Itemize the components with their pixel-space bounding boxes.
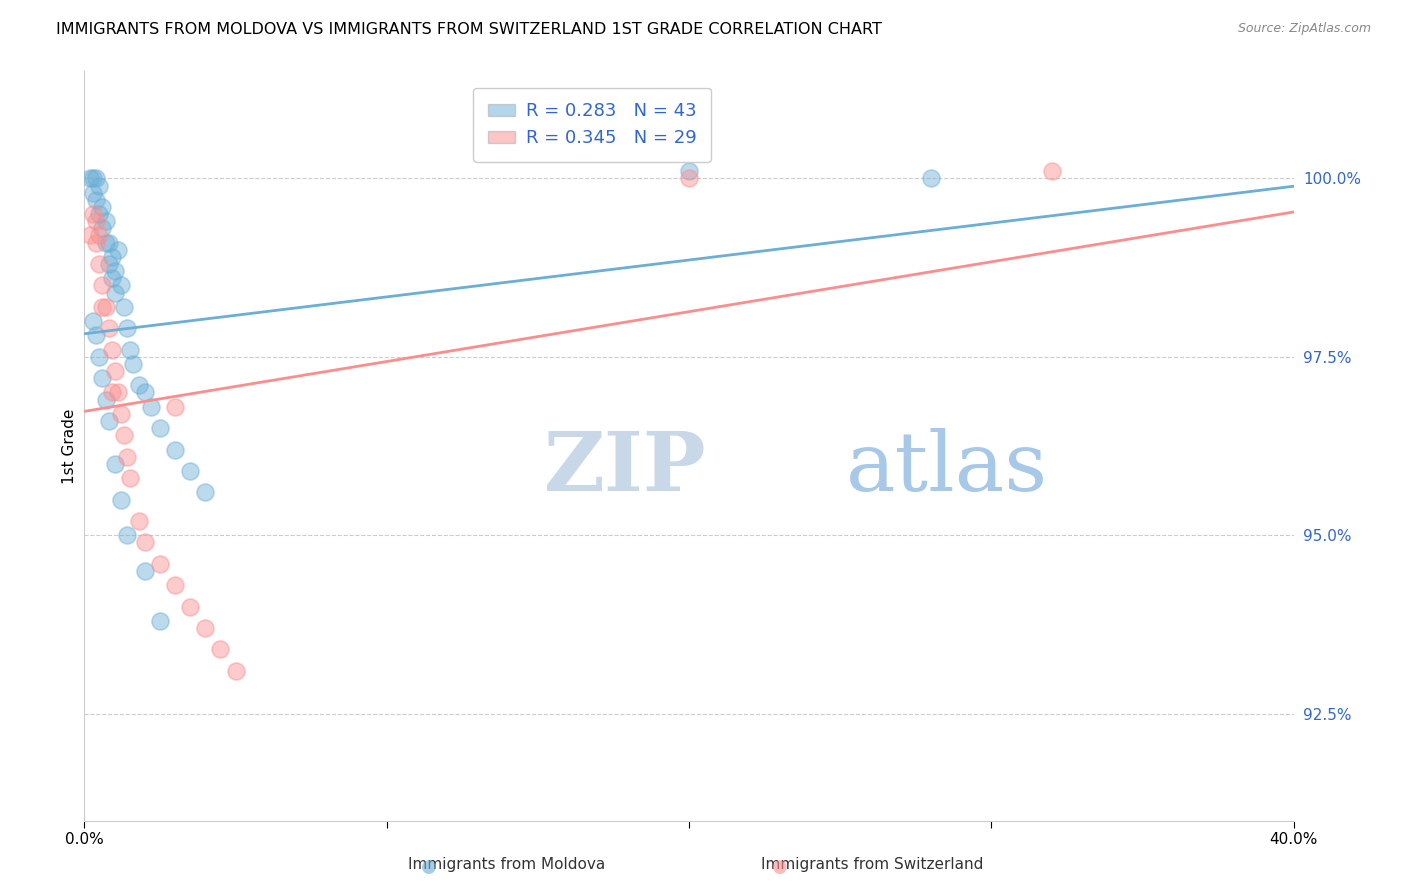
Point (209, 642, 232, 657)
Text: ZIP: ZIP (544, 428, 706, 508)
Point (110, 492, 132, 507)
Point (107, 385, 129, 400)
Point (112, 428, 135, 442)
Point (194, 621, 217, 635)
Point (134, 385, 156, 400)
Point (165, 578, 187, 592)
Point (86, 328, 108, 343)
Point (100, 343, 122, 357)
Point (91, 371, 114, 385)
Point (97, 321, 120, 335)
Point (1040, 164, 1063, 178)
Point (165, 442, 187, 457)
Point (91, 300, 114, 314)
Point (112, 300, 135, 314)
Point (134, 564, 156, 578)
Point (91, 200, 114, 214)
Point (89, 257, 111, 271)
Point (139, 400, 162, 414)
Point (920, 171, 942, 186)
Point (104, 364, 127, 378)
Point (128, 378, 150, 392)
Point (82, 207, 104, 221)
Point (100, 250, 122, 264)
Point (115, 450, 138, 464)
Point (118, 471, 141, 485)
Point (104, 285, 127, 300)
Point (128, 514, 150, 528)
Point (225, 664, 247, 678)
Point (678, 164, 700, 178)
Point (118, 343, 141, 357)
Point (100, 385, 122, 400)
Point (94, 214, 117, 228)
Text: Source: ZipAtlas.com: Source: ZipAtlas.com (1237, 22, 1371, 36)
Point (121, 357, 143, 371)
Point (104, 457, 127, 471)
Point (89, 350, 111, 364)
Point (79, 228, 101, 243)
Text: atlas: atlas (846, 428, 1049, 508)
Point (94, 392, 117, 407)
Point (115, 321, 138, 335)
Point (107, 243, 129, 257)
Point (97, 257, 120, 271)
Point (115, 528, 138, 542)
Point (89, 207, 111, 221)
Point (149, 421, 172, 435)
Point (149, 614, 172, 628)
Point (86, 171, 108, 186)
Point (165, 400, 187, 414)
Text: ●: ● (772, 858, 789, 876)
Point (86, 235, 108, 250)
Point (97, 235, 120, 250)
Point (194, 485, 217, 500)
Point (94, 300, 117, 314)
Point (179, 599, 201, 614)
Point (104, 264, 127, 278)
Point (82, 186, 104, 200)
Point (179, 464, 201, 478)
Legend: R = 0.283   N = 43, R = 0.345   N = 29: R = 0.283 N = 43, R = 0.345 N = 29 (474, 88, 711, 161)
Point (86, 214, 108, 228)
Point (100, 271, 122, 285)
Point (110, 407, 132, 421)
Point (678, 171, 700, 186)
Point (134, 535, 156, 549)
Point (110, 278, 132, 293)
Text: Immigrants from Moldova: Immigrants from Moldova (408, 857, 605, 872)
Point (149, 557, 172, 571)
Point (89, 228, 111, 243)
Point (91, 278, 114, 293)
Point (82, 314, 104, 328)
Text: ●: ● (420, 858, 437, 876)
Point (79, 171, 101, 186)
Point (91, 221, 114, 235)
Point (97, 414, 120, 428)
Y-axis label: 1st Grade: 1st Grade (62, 409, 77, 483)
Point (86, 193, 108, 207)
Point (94, 235, 117, 250)
Point (82, 171, 104, 186)
Point (89, 178, 111, 193)
Text: Immigrants from Switzerland: Immigrants from Switzerland (761, 857, 983, 872)
Text: IMMIGRANTS FROM MOLDOVA VS IMMIGRANTS FROM SWITZERLAND 1ST GRADE CORRELATION CHA: IMMIGRANTS FROM MOLDOVA VS IMMIGRANTS FR… (56, 22, 882, 37)
